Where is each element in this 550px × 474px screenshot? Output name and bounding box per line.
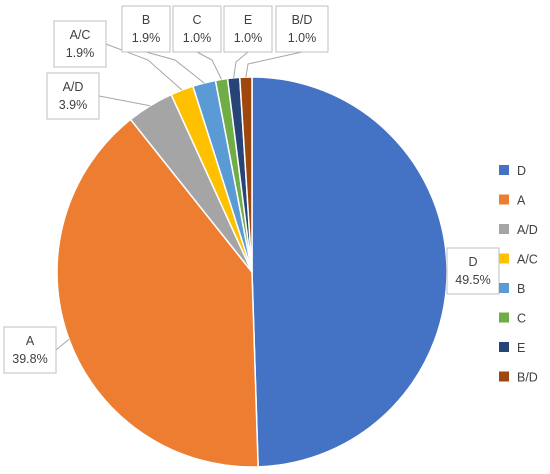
data-label-box (446, 247, 500, 295)
data-label-box (46, 72, 100, 120)
data-label-category: B (142, 13, 150, 27)
legend-swatch (499, 312, 509, 323)
data-labels: D 49.5% A 39.8% A/D 3.9% A/C 1.9% B 1.9% C 1.0% E 1.0… (3, 5, 500, 374)
data-label-category: A (26, 334, 35, 348)
leader-line-a-c (105, 43, 183, 91)
leader-line-e (233, 51, 249, 78)
leader-line-c (196, 51, 222, 80)
data-label-value: 1.9% (132, 31, 161, 45)
data-label-box (172, 5, 222, 53)
data-label-category: B/D (292, 13, 313, 27)
data-label-box (275, 5, 329, 53)
legend-swatch (499, 371, 509, 382)
data-label-box (53, 20, 107, 68)
legend-swatch (499, 224, 509, 234)
pie-slices (56, 76, 448, 468)
legend-item-e[interactable]: E (499, 341, 525, 355)
legend-item-d[interactable]: D (499, 164, 526, 178)
data-label-b: B 1.9% (121, 5, 171, 53)
data-label-value: 1.9% (66, 46, 95, 60)
leader-line-b (145, 51, 205, 84)
legend-label: C (517, 312, 526, 326)
leader-line-a-d (98, 95, 151, 107)
legend-item-b[interactable]: B (499, 282, 525, 296)
legend-swatch (499, 283, 509, 293)
legend[interactable]: D A A/D A/C B C E B/D (499, 164, 538, 385)
data-label-b-d: B/D 1.0% (275, 5, 329, 53)
data-label-a-c: A/C 1.9% (53, 20, 107, 68)
data-label-c: C 1.0% (172, 5, 222, 53)
legend-swatch (499, 253, 509, 264)
legend-label: E (517, 341, 525, 355)
data-label-a-d: A/D 3.9% (46, 72, 100, 120)
legend-label: B/D (517, 371, 538, 385)
data-label-category: C (192, 13, 201, 27)
data-label-value: 39.8% (12, 352, 47, 366)
legend-swatch (499, 165, 509, 175)
leader-line-b-d (245, 51, 303, 78)
data-label-box (121, 5, 171, 53)
data-label-box (3, 326, 57, 374)
legend-swatch (499, 342, 509, 352)
legend-label: A (517, 194, 526, 208)
data-label-value: 49.5% (455, 273, 490, 287)
data-label-value: 1.0% (288, 31, 317, 45)
legend-label: D (517, 164, 526, 178)
legend-item-a-d[interactable]: A/D (499, 223, 538, 237)
data-label-value: 1.0% (234, 31, 263, 45)
legend-item-a-c[interactable]: A/C (499, 253, 538, 267)
legend-item-c[interactable]: C (499, 312, 526, 326)
data-label-category: A/C (70, 28, 91, 42)
leader-lines (55, 43, 448, 351)
data-label-e: E 1.0% (223, 5, 273, 53)
legend-item-a[interactable]: A (499, 194, 526, 208)
legend-item-b-d[interactable]: B/D (499, 371, 538, 385)
legend-label: B (517, 282, 525, 296)
data-label-box (223, 5, 273, 53)
data-label-value: 1.0% (183, 31, 212, 45)
data-label-category: E (244, 13, 252, 27)
legend-swatch (499, 194, 509, 205)
data-label-category: D (468, 255, 477, 269)
legend-label: A/D (517, 223, 538, 237)
data-label-d: D 49.5% (446, 247, 500, 295)
pie-slice-d[interactable] (251, 76, 448, 468)
data-label-category: A/D (63, 80, 84, 94)
leader-line-a (55, 338, 70, 351)
data-label-a: A 39.8% (3, 326, 57, 374)
legend-label: A/C (517, 253, 538, 267)
data-label-value: 3.9% (59, 98, 88, 112)
